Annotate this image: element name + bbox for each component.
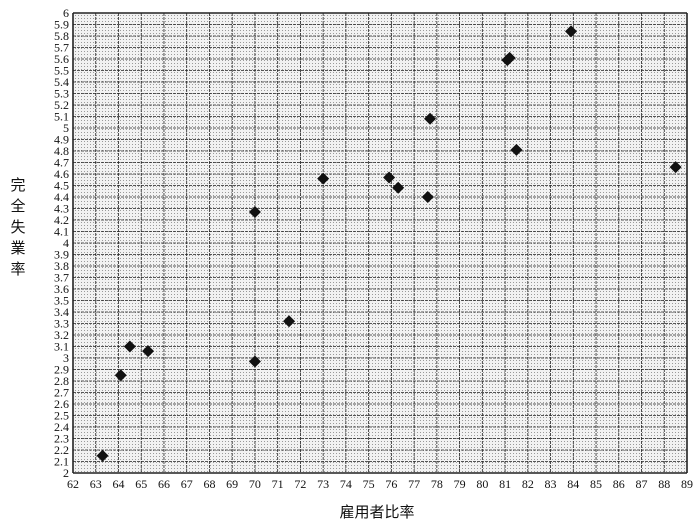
x-tick-label: 80: [476, 477, 488, 491]
y-tick-label: 4.6: [54, 167, 69, 181]
x-tick-label: 88: [658, 477, 670, 491]
y-tick-label: 5.8: [54, 29, 69, 43]
y-tick-label: 5.1: [54, 110, 69, 124]
y-tick-label: 4.8: [54, 144, 69, 158]
y-tick-label: 2.3: [54, 432, 69, 446]
y-tick-label: 2.2: [54, 443, 69, 457]
y-tick-label: 2.5: [54, 409, 69, 423]
data-point: [248, 205, 261, 218]
x-tick-label: 69: [226, 477, 238, 491]
data-point: [503, 51, 516, 64]
y-tick-label: 2: [63, 466, 69, 480]
y-tick-label: 2.1: [54, 455, 69, 469]
x-tick-label: 75: [363, 477, 375, 491]
y-tick-label: 3.5: [54, 294, 69, 308]
x-tick-label: 64: [112, 477, 124, 491]
y-tick-label: 5.6: [54, 52, 69, 66]
y-tick-label: 5.7: [54, 41, 69, 55]
y-tick-label: 4.1: [54, 225, 69, 239]
y-tick-label: 4.7: [54, 156, 69, 170]
y-tick-label: 3: [63, 351, 69, 365]
y-tick-label: 3.6: [54, 282, 69, 296]
data-point: [421, 191, 434, 203]
x-tick-label: 72: [294, 477, 306, 491]
data-point: [114, 369, 127, 382]
x-axis-title: 雇用者比率: [339, 503, 414, 521]
data-point: [669, 161, 682, 174]
y-tick-label: 2.9: [54, 363, 69, 377]
data-point: [424, 112, 437, 125]
y-tick-label: 3.1: [54, 340, 69, 354]
data-point: [392, 181, 405, 194]
data-point: [283, 315, 296, 328]
y-tick-label: 3.9: [54, 248, 69, 262]
x-tick-label: 81: [499, 477, 511, 491]
y-tick-label: 2.6: [54, 397, 69, 411]
x-tick-label: 63: [90, 477, 102, 491]
y-tick-label: 4.2: [54, 213, 69, 227]
x-tick-label: 89: [681, 477, 693, 491]
x-tick-label: 79: [454, 477, 466, 491]
x-tick-label: 70: [249, 477, 261, 491]
data-point: [565, 25, 578, 38]
y-tick-label: 6: [63, 6, 69, 20]
x-tick-label: 71: [272, 477, 284, 491]
y-tick-label: 4.4: [54, 190, 69, 204]
data-point: [510, 143, 523, 156]
y-tick-label: 5.5: [54, 64, 69, 78]
x-tick-label: 74: [340, 477, 352, 491]
data-point: [317, 172, 330, 185]
y-tick-label: 5.4: [54, 75, 69, 89]
x-tick-label: 66: [158, 477, 170, 491]
x-tick-label: 62: [67, 477, 79, 491]
data-point: [123, 340, 136, 353]
x-tick-label: 82: [522, 477, 534, 491]
x-tick-label: 77: [408, 477, 420, 491]
grid: [72, 12, 688, 474]
x-tick-label: 67: [181, 477, 193, 491]
y-tick-label: 4.5: [54, 179, 69, 193]
y-axis-title: 完全失業率: [10, 176, 26, 278]
y-tick-label: 5.3: [54, 87, 69, 101]
y-tick-label: 4.3: [54, 202, 69, 216]
tick-labels: 62 63 64 65 66 67 68 69 70 71 72 73 74 75 76 77 78 79 80 81…: [54, 6, 693, 491]
y-tick-label: 3.4: [54, 305, 69, 319]
x-tick-label: 87: [636, 477, 648, 491]
y-tick-label: 3.2: [54, 328, 69, 342]
y-tick-label: 5.2: [54, 98, 69, 112]
x-tick-label: 65: [135, 477, 147, 491]
y-tick-label: 3.3: [54, 317, 69, 331]
data-point: [383, 171, 396, 184]
y-tick-label: 3.7: [54, 271, 69, 285]
data-point: [142, 345, 155, 358]
data-points: [96, 25, 682, 462]
x-tick-label: 85: [590, 477, 602, 491]
data-point: [96, 449, 109, 462]
x-tick-label: 76: [385, 477, 397, 491]
y-tick-label: 2.7: [54, 386, 69, 400]
x-tick-label: 73: [317, 477, 329, 491]
y-tick-label: 2.4: [54, 420, 69, 434]
x-tick-label: 84: [567, 477, 579, 491]
x-tick-label: 83: [545, 477, 557, 491]
x-tick-label: 68: [203, 477, 215, 491]
y-tick-label: 4: [63, 236, 69, 250]
y-tick-label: 3.8: [54, 259, 69, 273]
y-tick-label: 5.9: [54, 18, 69, 32]
data-point: [248, 355, 261, 368]
y-tick-label: 4.9: [54, 133, 69, 147]
y-tick-label: 2.8: [54, 374, 69, 388]
y-tick-label: 5: [63, 121, 69, 135]
x-tick-label: 78: [431, 477, 443, 491]
x-tick-label: 86: [613, 477, 625, 491]
